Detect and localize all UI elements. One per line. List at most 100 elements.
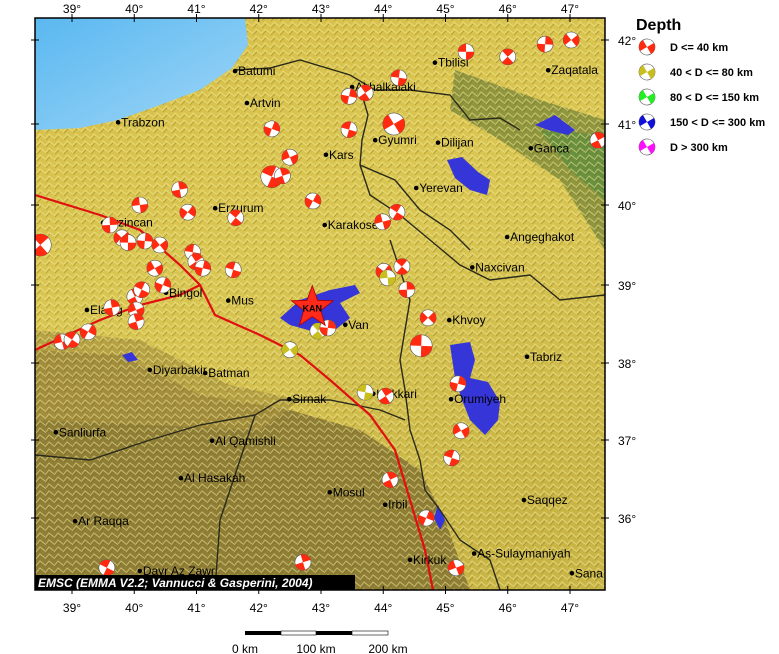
- city-label: Saqqez: [527, 493, 568, 507]
- city-label: Van: [348, 318, 368, 332]
- lon-tick-bottom: 41°: [187, 601, 205, 615]
- city-dot: [407, 557, 413, 563]
- lat-tick-right: 39°: [618, 279, 636, 293]
- focal-mechanism-d40: [281, 148, 299, 166]
- city-label: Zaqatala: [551, 63, 598, 77]
- lon-tick-bottom: 45°: [436, 601, 454, 615]
- city-van: Van: [342, 318, 369, 332]
- city-label: Al Qamishli: [215, 434, 276, 448]
- lake-sevan: [447, 157, 490, 195]
- focal-mechanism-d40: [98, 559, 116, 577]
- focal-mechanism-d40: [224, 261, 242, 279]
- city-label: Yerevan: [419, 181, 463, 195]
- focal-mechanism-d40: [388, 203, 406, 221]
- lon-tick-top: 46°: [499, 2, 517, 16]
- city-label: Kirkuk: [413, 553, 447, 567]
- epicenter[interactable]: KAN: [290, 284, 335, 327]
- focal-mechanism-d80: [356, 383, 374, 401]
- credit-text: EMSC (EMMA V2.2; Vannucci & Gasperini, 2…: [38, 576, 313, 590]
- city-khvoy: Khvoy: [446, 313, 486, 327]
- legend-beachball-icon: [638, 63, 656, 81]
- city-dot: [435, 140, 441, 145]
- city-dot: [569, 571, 575, 576]
- legend-item-d40: D <= 40 km: [638, 38, 728, 56]
- city-label: As-Sulaymaniyah: [477, 547, 570, 561]
- city-label: Dilijan: [441, 136, 474, 150]
- focal-mechanism-d40: [294, 553, 312, 571]
- city-dot: [225, 298, 231, 303]
- city-label: Erzurum: [218, 201, 263, 215]
- city-irbil: Irbil: [382, 498, 407, 512]
- city-label: Orumiyeh: [454, 392, 506, 406]
- city-sirnak: Sirnak: [286, 392, 327, 406]
- city-dot: [327, 489, 333, 495]
- focal-mechanism-d40: [340, 121, 358, 138]
- scale-label-100: 100 km: [296, 642, 335, 654]
- city-yerevan: Yerevan: [413, 181, 463, 195]
- focal-mechanism-d40: [274, 167, 291, 185]
- lon-tick-top: 47°: [561, 2, 579, 16]
- city-label: Khvoy: [452, 313, 485, 327]
- focal-mechanism-d40: [151, 236, 169, 254]
- city-dot: [322, 222, 328, 228]
- focal-mechanism-d40: [263, 120, 281, 138]
- city-dot: [342, 322, 348, 328]
- legend-item-d999: D > 300 km: [638, 138, 728, 156]
- lon-tick-top: 39°: [63, 2, 81, 16]
- focal-mechanism-d40: [589, 131, 605, 149]
- focal-mechanism-d40: [127, 301, 145, 319]
- city-dot: [448, 396, 454, 402]
- city-dot: [521, 497, 527, 503]
- city-label: Bingol: [169, 286, 202, 300]
- map-frame: [34, 17, 606, 591]
- lat-tick-right: 38°: [618, 357, 636, 371]
- city-label: Sana: [575, 566, 603, 580]
- city-label: Gyumri: [378, 133, 417, 147]
- city-label: Tabriz: [530, 350, 562, 364]
- lon-tick-bottom: 44°: [374, 601, 392, 615]
- city-dot: [446, 317, 452, 323]
- city-dot: [72, 518, 78, 524]
- mingachevir-reservoir: [535, 115, 575, 135]
- city-dilijan: Dilijan: [435, 136, 474, 150]
- lat-tick-right: 36°: [618, 512, 636, 526]
- focal-mechanism-d40: [417, 509, 435, 527]
- city-erzurum: Erzurum: [212, 201, 264, 215]
- focal-mechanism-d40: [381, 471, 399, 489]
- epicenter-star-icon[interactable]: [290, 284, 335, 327]
- city-dot: [244, 100, 250, 106]
- focal-mechanism-d40: [377, 387, 395, 405]
- city-label: Dayr Az Zawr: [143, 564, 215, 578]
- city-dot: [545, 67, 551, 73]
- city-dot: [137, 568, 143, 574]
- city-artvin: Artvin: [244, 96, 281, 110]
- city-label: Mosul: [333, 485, 365, 499]
- city-dot: [115, 120, 121, 125]
- focal-mechanism-d40: [131, 196, 149, 214]
- focal-mechanism-d80: [281, 341, 299, 359]
- focal-mechanism-d40: [390, 69, 408, 87]
- city-angeghakot: Angeghakot: [504, 230, 575, 244]
- city-dot: [232, 68, 238, 74]
- city-label: Naxcivan: [475, 260, 524, 274]
- focal-mechanism-d40: [356, 84, 374, 102]
- focal-mechanism-d40: [449, 375, 467, 393]
- focal-mechanism-d40: [452, 422, 470, 440]
- city-dot: [178, 475, 184, 481]
- lon-tick-bottom: 40°: [125, 601, 143, 615]
- focal-mechanism-d40: [179, 203, 197, 221]
- lon-tick-top: 41°: [187, 2, 205, 16]
- city-dot: [504, 234, 510, 240]
- city-label: Diyarbakir: [153, 363, 207, 377]
- city-label: Ar Raqqa: [78, 514, 129, 528]
- lon-tick-bottom: 43°: [312, 601, 330, 615]
- focal-mechanism-d40: [447, 559, 465, 577]
- city-orumiyeh: Orumiyeh: [448, 392, 506, 406]
- city-dot: [524, 354, 530, 360]
- city-label: Sirnak: [292, 392, 327, 406]
- lon-tick-top: 40°: [125, 2, 143, 16]
- city-dot: [372, 137, 378, 143]
- legend-beachball-icon: [638, 38, 656, 56]
- legend: Depth D <= 40 km 40 < D <= 80 km 80 < D <=…: [636, 17, 765, 156]
